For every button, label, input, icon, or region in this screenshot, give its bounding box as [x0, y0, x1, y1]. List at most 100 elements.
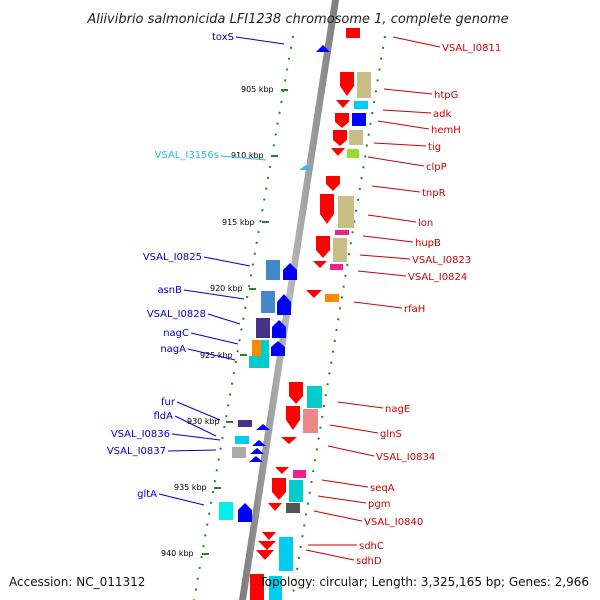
gene-label-hupb[interactable]: hupB [415, 238, 441, 249]
gene-feature[interactable] [346, 28, 360, 38]
gene-feature[interactable] [249, 356, 269, 368]
gene-feature[interactable] [316, 236, 330, 258]
gene-label-rfah[interactable]: rfaH [404, 304, 425, 315]
gene-label-pgm[interactable]: pgm [368, 499, 390, 510]
kbp-label: 915 kbp [222, 218, 255, 227]
gene-label-vsal-i0837[interactable]: VSAL_I0837 [107, 446, 166, 457]
gene-feature[interactable] [303, 409, 318, 433]
gene-label-adk[interactable]: adk [433, 109, 451, 120]
kbp-label: 940 kbp [161, 549, 194, 558]
gene-feature[interactable] [357, 72, 371, 98]
gene-feature[interactable] [352, 113, 366, 126]
map-title: Aliivibrio salmonicida LFI1238 chromosom… [86, 12, 508, 27]
gene-label-clpp[interactable]: clpP [426, 162, 447, 173]
gene-feature[interactable] [235, 436, 249, 444]
kbp-label: 905 kbp [241, 85, 274, 94]
gene-feature[interactable] [333, 238, 347, 262]
gene-feature[interactable] [307, 386, 322, 408]
gene-feature[interactable] [279, 537, 293, 571]
gene-label-seqa[interactable]: seqA [370, 483, 395, 494]
gene-label-vsal-i0828[interactable]: VSAL_I0828 [147, 309, 206, 320]
gene-feature[interactable] [335, 113, 349, 128]
gene-feature[interactable] [271, 341, 285, 356]
gene-feature[interactable] [349, 130, 363, 145]
gene-feature[interactable] [293, 470, 306, 478]
gene-label-naga[interactable]: nagA [160, 344, 186, 355]
gene-feature[interactable] [268, 503, 282, 511]
gene-feature[interactable] [283, 263, 297, 280]
gene-label-vsal-i0824[interactable]: VSAL_I0824 [408, 272, 467, 283]
kbp-label: 935 kbp [174, 483, 207, 492]
gene-label-sdhd[interactable]: sdhD [356, 556, 382, 567]
gene-feature[interactable] [331, 148, 345, 156]
gene-label-lon[interactable]: lon [418, 218, 433, 229]
gene-feature[interactable] [232, 447, 246, 458]
gene-feature[interactable] [333, 130, 347, 146]
gene-label-fur[interactable]: fur [161, 397, 176, 408]
gene-feature[interactable] [299, 165, 313, 170]
gene-label-vsal-i0811[interactable]: VSAL_I0811 [442, 43, 501, 54]
gene-feature[interactable] [269, 576, 282, 600]
forward-gene-features [250, 28, 371, 600]
gene-feature[interactable] [250, 574, 264, 600]
gene-feature[interactable] [286, 503, 300, 513]
gene-feature[interactable] [261, 291, 275, 313]
gene-feature[interactable] [286, 406, 300, 430]
gene-label-nagc[interactable]: nagC [163, 328, 189, 339]
gene-feature[interactable] [316, 45, 330, 52]
gene-label-flda[interactable]: fldA [154, 411, 174, 422]
gene-feature[interactable] [340, 72, 354, 96]
gene-label-tnpr[interactable]: tnpR [422, 188, 446, 199]
gene-feature[interactable] [250, 448, 264, 454]
gene-feature[interactable] [347, 149, 359, 158]
gene-label-vsal-i0840[interactable]: VSAL_I0840 [364, 517, 423, 528]
gene-feature[interactable] [325, 294, 339, 302]
gene-feature[interactable] [313, 261, 327, 268]
gene-feature[interactable] [336, 100, 350, 108]
gene-feature[interactable] [238, 503, 252, 522]
gene-label-vsal-i0825[interactable]: VSAL_I0825 [143, 252, 202, 263]
gene-label-toxs[interactable]: toxS [212, 32, 234, 43]
gene-feature[interactable] [262, 532, 276, 540]
gene-feature[interactable] [289, 480, 303, 502]
gene-label-nage[interactable]: nagE [385, 404, 410, 415]
gene-feature[interactable] [256, 318, 270, 338]
gene-label-vsal-i0836[interactable]: VSAL_I0836 [111, 429, 170, 440]
gene-label-htpg[interactable]: htpG [434, 90, 458, 101]
reverse-gene-labels: toxS VSAL_I3156s VSAL_I0825 asnB VSAL_I0… [107, 32, 234, 500]
gene-feature[interactable] [306, 290, 322, 298]
gene-label-tig[interactable]: tig [428, 142, 441, 153]
gene-label-asnb[interactable]: asnB [157, 285, 182, 296]
gene-feature[interactable] [275, 467, 289, 474]
gene-feature[interactable] [326, 176, 340, 191]
gene-feature[interactable] [338, 196, 354, 228]
gene-feature[interactable] [354, 101, 368, 109]
accession-text: Accession: NC_011312 [9, 575, 145, 589]
ruler-lines [193, 35, 386, 600]
gene-feature[interactable] [252, 440, 266, 446]
gene-feature[interactable] [252, 340, 261, 356]
gene-feature[interactable] [272, 478, 286, 500]
gene-feature[interactable] [330, 264, 343, 270]
gene-feature[interactable] [335, 230, 349, 235]
gene-label-sdhc[interactable]: sdhC [359, 541, 384, 552]
gene-label-hemh[interactable]: hemH [431, 125, 461, 136]
gene-feature[interactable] [289, 382, 303, 404]
gene-label-vsal-i0834[interactable]: VSAL_I0834 [376, 452, 435, 463]
gene-feature[interactable] [256, 424, 270, 430]
gene-label-glta[interactable]: gltA [137, 489, 157, 500]
gene-feature[interactable] [256, 550, 274, 560]
gene-feature[interactable] [272, 320, 286, 338]
gene-feature[interactable] [258, 541, 276, 550]
gene-feature[interactable] [266, 260, 280, 280]
gene-label-vsal-i3156s[interactable]: VSAL_I3156s [155, 150, 219, 161]
gene-feature[interactable] [277, 294, 291, 315]
gene-feature[interactable] [238, 420, 252, 427]
gene-feature[interactable] [281, 437, 297, 444]
gene-feature[interactable] [320, 194, 334, 224]
gene-label-glns[interactable]: glnS [380, 429, 402, 440]
gene-feature[interactable] [261, 340, 269, 356]
gene-feature[interactable] [219, 502, 233, 520]
gene-feature[interactable] [249, 456, 263, 462]
gene-label-vsal-i0823[interactable]: VSAL_I0823 [412, 255, 471, 266]
